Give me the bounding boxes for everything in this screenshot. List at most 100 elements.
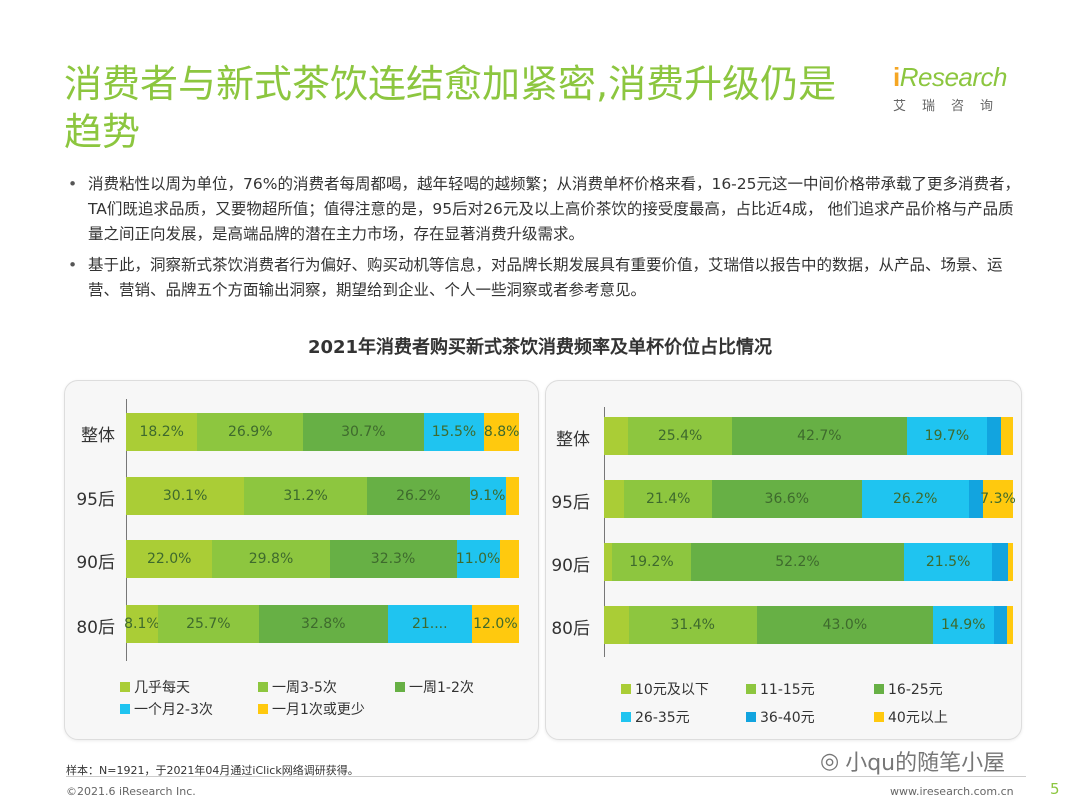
legend-swatch: [120, 682, 130, 692]
bar-segment: 9.1%: [469, 477, 506, 515]
legend-swatch: [621, 712, 631, 722]
legend-label: 10元及以下: [635, 682, 709, 698]
bar-segment: 21....: [387, 605, 472, 643]
bar-segment: [505, 477, 519, 515]
bar-segment: [987, 417, 1001, 455]
bar-segment: [604, 480, 625, 518]
bullet-item: 消费粘性以周为单位，76%的消费者每周都喝，越年轻喝的越频繁；从消费单杯价格来看…: [66, 172, 1026, 247]
bar-segment: 18.2%: [126, 413, 198, 451]
stacked-bar: 22.0% 29.8% 32.3% 11.0%: [126, 540, 519, 578]
bar-segment: 8.8%: [484, 413, 519, 451]
bar-segment: [1008, 543, 1013, 581]
category-axis: [604, 407, 605, 657]
copyright: ©2021.6 iResearch Inc.: [66, 785, 196, 798]
legend-swatch: [120, 704, 130, 714]
legend-label: 几乎每天: [134, 680, 190, 696]
bar-segment: 21.4%: [624, 480, 712, 518]
legend-swatch: [258, 704, 268, 714]
stacked-bar: 18.2% 26.9% 30.7% 15.5% 8.8%: [126, 413, 519, 451]
bar-segment: 26.2%: [366, 477, 470, 515]
category-label: 95后: [76, 490, 115, 510]
legend-swatch: [258, 682, 268, 692]
bar-segment: 19.2%: [612, 543, 691, 581]
bar-segment: 43.0%: [756, 606, 933, 644]
stacked-bar: 31.4% 43.0% 14.9%: [604, 606, 1013, 644]
bar-segment: 31.4%: [628, 606, 757, 644]
bar-segment: 22.0%: [126, 540, 213, 578]
bar-segment: 42.7%: [732, 417, 907, 455]
stacked-bar: 19.2% 52.2% 21.5%: [604, 543, 1013, 581]
legend-swatch: [874, 684, 884, 694]
legend-label: 一周3-5次: [272, 680, 337, 696]
footer-divider: [66, 776, 1026, 777]
price-chart-panel: 整体 25.4% 42.7% 19.7% 95后 21.4% 36.6% 26.2% 7.3% 9…: [545, 380, 1022, 740]
bar-segment: [993, 606, 1008, 644]
stacked-bar: 30.1% 31.2% 26.2% 9.1%: [126, 477, 519, 515]
bar-segment: 26.9%: [197, 413, 304, 451]
bar-segment: 21.5%: [904, 543, 993, 581]
legend-item: 16-25元: [874, 679, 943, 699]
bar-segment: [604, 417, 629, 455]
legend-item: 40元以上: [874, 707, 948, 727]
category-label: 90后: [76, 553, 115, 573]
legend-swatch: [746, 712, 756, 722]
bar-segment: [604, 543, 613, 581]
bar-segment: 12.0%: [471, 605, 519, 643]
chart-title: 2021年消费者购买新式茶饮消费频率及单杯价位占比情况: [307, 337, 773, 358]
bar-segment: [992, 543, 1009, 581]
legend-item: 一月1次或更少: [258, 699, 365, 719]
frequency-chart-panel: 整体 18.2% 26.9% 30.7% 15.5% 8.8% 95后 30.1% 31.2% 2…: [64, 380, 539, 740]
bar-segment: 29.8%: [212, 540, 330, 578]
bar-segment: 31.2%: [244, 477, 367, 515]
iresearch-logo: iResearch 艾瑞咨询: [893, 62, 1023, 114]
legend-item: 一周3-5次: [258, 677, 337, 697]
legend-item: 11-15元: [746, 679, 815, 699]
legend-item: 一周1-2次: [395, 677, 474, 697]
legend-label: 一个月2-3次: [134, 702, 213, 718]
bar-segment: 32.3%: [329, 540, 457, 578]
stacked-bar: 21.4% 36.6% 26.2% 7.3%: [604, 480, 1016, 518]
bar-segment: 19.7%: [906, 417, 988, 455]
bar-segment: 8.1%: [124, 605, 160, 643]
legend-swatch: [874, 712, 884, 722]
legend-label: 一周1-2次: [409, 680, 474, 696]
legend-label: 一月1次或更少: [272, 702, 365, 718]
bar-segment: [499, 540, 519, 578]
bar-segment: 26.2%: [861, 480, 969, 518]
page-title: 消费者与新式茶饮连结愈加紧密,消费升级仍是趋势: [64, 62, 837, 154]
category-axis: [126, 399, 127, 661]
bullet-list: 消费粘性以周为单位，76%的消费者每周都喝，越年轻喝的越频繁；从消费单杯价格来看…: [66, 172, 1026, 309]
bar-segment: 15.5%: [423, 413, 485, 451]
category-label: 整体: [556, 430, 590, 450]
bar-segment: 25.4%: [628, 417, 732, 455]
bar-segment: 36.6%: [711, 480, 862, 518]
bar-segment: [1000, 417, 1013, 455]
bar-segment: 32.8%: [258, 605, 388, 643]
legend-swatch: [395, 682, 405, 692]
bar-segment: [604, 606, 629, 644]
legend-item: 10元及以下: [621, 679, 709, 699]
watermark-text: 小qu的随笔小屋: [845, 751, 1006, 776]
bar-segment: 25.7%: [157, 605, 259, 643]
bar-segment: 11.0%: [456, 540, 500, 578]
category-label: 80后: [76, 618, 115, 638]
legend-swatch: [746, 684, 756, 694]
legend-item: 36-40元: [746, 707, 815, 727]
website-link[interactable]: www.iresearch.com.cn: [890, 785, 1014, 798]
bar-segment: 52.2%: [690, 543, 905, 581]
bar-segment: [968, 480, 984, 518]
legend-label: 11-15元: [760, 682, 815, 698]
bar-segment: 30.7%: [303, 413, 424, 451]
bullet-item: 基于此，洞察新式茶饮消费者行为偏好、购买动机等信息，对品牌长期发展具有重要价值，…: [66, 253, 1026, 303]
legend-item: 几乎每天: [120, 677, 190, 697]
bar-segment: 7.3%: [980, 480, 1016, 518]
legend-item: 一个月2-3次: [120, 699, 213, 719]
legend-label: 36-40元: [760, 710, 815, 726]
wechat-icon: ◎: [820, 748, 840, 774]
category-label: 90后: [551, 556, 590, 576]
legend-swatch: [621, 684, 631, 694]
legend-label: 40元以上: [888, 710, 948, 726]
sample-note: 样本：N=1921，于2021年04月通过iClick网络调研获得。: [66, 764, 359, 777]
bar-segment: 14.9%: [932, 606, 994, 644]
legend-label: 16-25元: [888, 682, 943, 698]
